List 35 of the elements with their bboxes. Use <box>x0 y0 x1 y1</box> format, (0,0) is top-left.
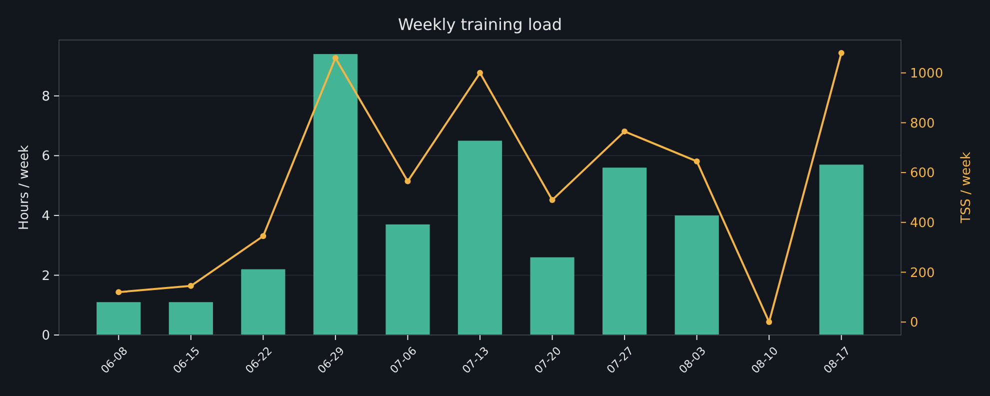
y-tick-label: 8 <box>42 89 50 104</box>
bar <box>168 302 213 335</box>
bar <box>530 257 574 335</box>
point <box>404 178 411 184</box>
bar <box>313 54 358 335</box>
chart-title: Weekly training load <box>398 15 562 34</box>
y-tick-label: 6 <box>42 149 50 164</box>
point <box>188 282 194 289</box>
y2-tick-label: 600 <box>910 166 935 182</box>
point <box>477 70 483 76</box>
bar <box>819 164 864 335</box>
bar <box>96 302 141 335</box>
point <box>694 158 700 164</box>
point <box>838 50 844 56</box>
bar <box>674 215 719 335</box>
point <box>766 319 772 326</box>
point <box>622 128 628 134</box>
bar <box>458 140 502 335</box>
bar <box>386 224 430 335</box>
y2-tick-label: 800 <box>910 116 935 132</box>
point <box>549 196 556 203</box>
point <box>260 233 266 240</box>
y-tick-label: 4 <box>42 208 50 224</box>
y-tick-label: 2 <box>42 268 50 284</box>
y2-tick-label: 1000 <box>910 66 944 82</box>
point <box>332 54 338 61</box>
bar <box>241 269 286 335</box>
y-tick-label: 0 <box>42 328 50 344</box>
y2-tick-label: 400 <box>910 216 935 231</box>
y2-axis-title: TSS / week <box>959 151 974 224</box>
y2-tick-label: 200 <box>910 266 935 281</box>
point <box>116 289 122 296</box>
y2-tick-label: 0 <box>910 316 918 331</box>
y-axis-title: Hours / week <box>17 144 32 230</box>
bar <box>602 168 647 335</box>
